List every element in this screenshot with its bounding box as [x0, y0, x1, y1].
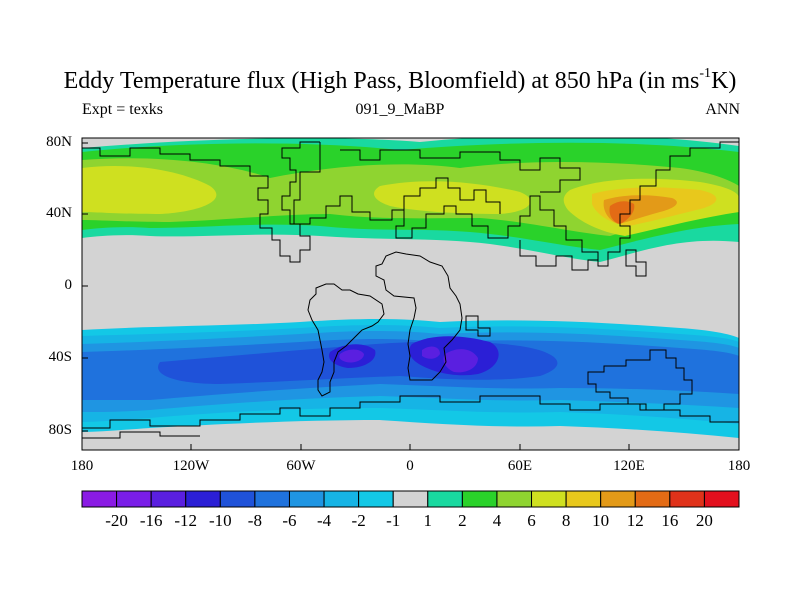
subtitle-center: 091_9_MaBP — [355, 101, 445, 118]
colorbar-label: 1 — [423, 511, 433, 530]
chart-title-end: K) — [711, 68, 737, 94]
sh-core-deep — [443, 349, 478, 373]
colorbar-box — [669, 490, 705, 508]
colorbar-label: -4 — [316, 511, 332, 530]
colorbar-box — [358, 490, 394, 508]
coast-antarctic-inlet — [82, 431, 200, 439]
colorbar-label: 6 — [527, 511, 536, 530]
colorbar-box — [116, 490, 152, 508]
colorbar-box — [392, 490, 429, 508]
x-tick-label: 120E — [613, 458, 645, 474]
y-tick-label: 40S — [48, 349, 72, 365]
coast-mediterranean — [403, 177, 501, 214]
colorbar-box — [254, 490, 290, 508]
colorbar-box — [219, 490, 256, 508]
colorbar-label: -6 — [282, 511, 297, 530]
nh-flux-field — [82, 138, 739, 262]
coast-eurasia — [293, 141, 739, 267]
subtitle-right: ANN — [705, 101, 740, 118]
coast-eurasia-interior — [340, 149, 581, 193]
coast-east-asia — [519, 240, 598, 271]
colorbar-label: -8 — [247, 511, 262, 530]
coast-africa — [375, 251, 463, 381]
colorbar-label: 8 — [561, 511, 571, 530]
x-tick-label: 0 — [406, 458, 414, 474]
y-tick-label: 80S — [48, 422, 72, 438]
coast-india-madagascar — [465, 315, 491, 337]
colorbar-label: -20 — [105, 511, 128, 530]
colorbar-box — [600, 490, 636, 508]
x-tick-label: 60E — [507, 458, 533, 474]
y-ticks — [82, 142, 88, 432]
colorbar-box — [461, 490, 498, 508]
colorbar-box — [565, 490, 602, 508]
colorbar-box — [81, 490, 118, 508]
colorbar-box — [150, 490, 187, 508]
x-tick-label: 180 — [70, 458, 94, 474]
sh-flux-field — [82, 319, 739, 438]
coastlines — [82, 141, 739, 439]
colorbar-label: -12 — [174, 511, 198, 530]
colorbar-label: -16 — [139, 511, 163, 530]
colorbar-box — [531, 490, 567, 508]
coast-australia — [587, 349, 693, 411]
x-ticks — [190, 444, 630, 450]
colorbar-label: -2 — [351, 511, 366, 530]
nh-europe-yellow — [374, 181, 531, 214]
sh-core-west-deep — [339, 349, 364, 363]
colorbar-label: 20 — [695, 511, 713, 530]
colorbar-label: -10 — [208, 511, 232, 530]
x-tick-label: 180 — [727, 458, 751, 474]
coast-north-america — [82, 141, 320, 263]
colorbar-box — [496, 490, 533, 508]
sh-core-center-small — [422, 346, 440, 359]
colorbar-label: 12 — [626, 511, 644, 530]
colorbar-label: 16 — [661, 511, 679, 530]
colorbar-label: 10 — [592, 511, 610, 530]
chart-title-superscript: -1 — [699, 66, 712, 81]
coast-antarctica — [82, 395, 739, 429]
y-tick-label: 80N — [46, 134, 72, 150]
x-tick-label: 60W — [286, 458, 316, 474]
colorbar-box — [185, 490, 221, 508]
coast-japan — [625, 249, 647, 277]
colorbar-box — [703, 490, 740, 508]
chart-title: Eddy Temperature flux (High Pass, Bloomf… — [0, 66, 800, 95]
colorbar-box — [427, 490, 463, 508]
nh-band-yellow — [82, 166, 217, 214]
y-tick-label: 40N — [46, 205, 72, 221]
colorbar-box — [323, 490, 360, 508]
map-plot — [82, 138, 739, 450]
colorbar-label: -1 — [386, 511, 401, 530]
x-tick-label: 120W — [172, 458, 210, 474]
y-tick-label: 0 — [64, 277, 73, 293]
subtitle-left: Expt = texks — [82, 101, 164, 118]
colorbar-label: 4 — [492, 511, 502, 530]
nh-pacific-red — [609, 201, 635, 224]
colorbar — [81, 490, 740, 508]
colorbar-box — [288, 490, 325, 508]
coast-south-america — [307, 283, 385, 397]
colorbar-label: 2 — [458, 511, 467, 530]
chart-title-main: Eddy Temperature flux (High Pass, Bloomf… — [63, 68, 700, 94]
colorbar-box — [634, 490, 671, 508]
